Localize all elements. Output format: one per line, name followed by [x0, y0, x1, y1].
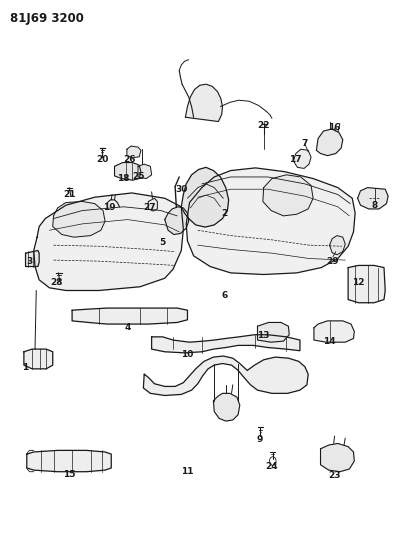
Text: 9: 9: [256, 435, 263, 444]
Polygon shape: [358, 188, 388, 209]
Text: 3: 3: [26, 257, 33, 265]
Text: 22: 22: [258, 121, 270, 130]
Text: 13: 13: [258, 332, 270, 340]
Text: 1: 1: [21, 364, 28, 372]
Polygon shape: [181, 167, 229, 227]
Text: 11: 11: [181, 467, 194, 476]
Text: 19: 19: [103, 204, 115, 212]
Text: 6: 6: [221, 292, 228, 300]
Text: 10: 10: [181, 350, 194, 359]
Polygon shape: [127, 146, 141, 158]
Polygon shape: [185, 84, 222, 122]
Text: 23: 23: [328, 471, 341, 480]
Polygon shape: [258, 322, 289, 342]
Text: 81J69 3200: 81J69 3200: [10, 12, 84, 25]
Text: 20: 20: [96, 156, 108, 164]
Polygon shape: [143, 356, 308, 395]
Text: 27: 27: [143, 204, 155, 212]
Text: 7: 7: [302, 140, 308, 148]
Polygon shape: [148, 198, 157, 211]
Text: 16: 16: [328, 124, 341, 132]
Polygon shape: [27, 450, 111, 472]
Polygon shape: [321, 443, 354, 472]
Text: 4: 4: [124, 324, 131, 332]
Text: 29: 29: [327, 257, 339, 265]
Polygon shape: [186, 168, 355, 274]
Text: 26: 26: [124, 156, 136, 164]
Polygon shape: [26, 251, 39, 266]
Polygon shape: [213, 393, 240, 421]
Polygon shape: [72, 308, 187, 324]
Text: 14: 14: [323, 337, 336, 345]
Polygon shape: [138, 164, 152, 179]
Text: 2: 2: [221, 209, 228, 217]
Text: 15: 15: [63, 470, 75, 479]
Polygon shape: [293, 149, 311, 168]
Text: 30: 30: [175, 185, 187, 193]
Polygon shape: [53, 201, 105, 237]
Polygon shape: [115, 163, 141, 180]
Polygon shape: [34, 193, 183, 290]
Text: 12: 12: [352, 278, 365, 287]
Text: 25: 25: [132, 173, 144, 181]
Text: 21: 21: [63, 190, 75, 199]
Text: 18: 18: [117, 174, 130, 183]
Polygon shape: [316, 129, 343, 156]
Text: 24: 24: [266, 462, 278, 471]
Text: 8: 8: [372, 201, 378, 209]
Text: 5: 5: [159, 238, 166, 247]
Polygon shape: [314, 321, 354, 342]
Polygon shape: [263, 175, 313, 216]
Polygon shape: [165, 207, 189, 235]
Text: 17: 17: [290, 156, 302, 164]
Polygon shape: [330, 236, 345, 255]
Polygon shape: [152, 335, 300, 353]
Polygon shape: [24, 349, 53, 369]
Polygon shape: [348, 265, 385, 303]
Text: 28: 28: [51, 278, 63, 287]
